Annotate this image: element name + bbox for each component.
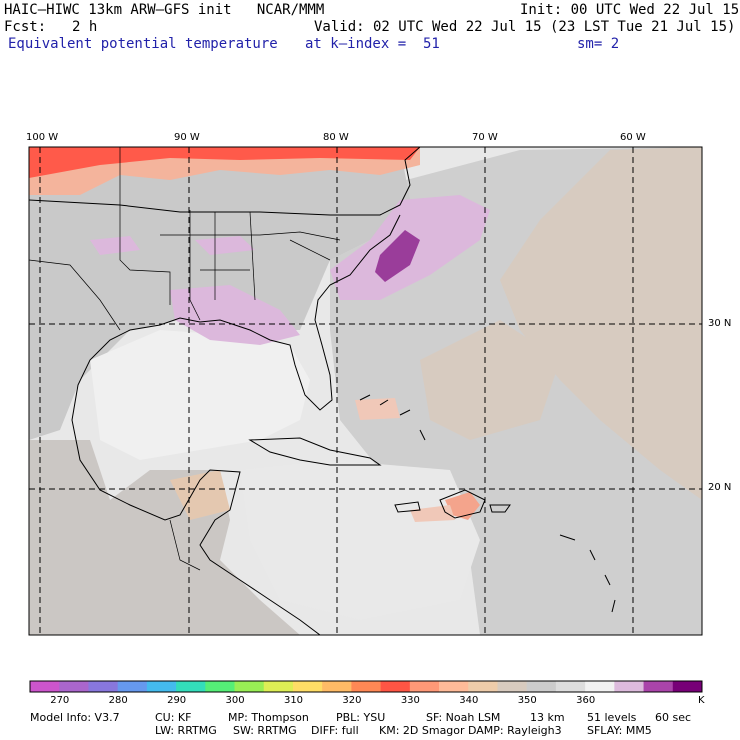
political-borders	[29, 147, 341, 571]
colorbar-swatch	[526, 681, 557, 692]
lon-label: 60 W	[620, 132, 646, 143]
colorbar-swatch	[292, 681, 323, 692]
footer-damp: DAMP: Rayleigh3	[468, 724, 562, 737]
footer-sf: SF: Noah LSM	[426, 711, 501, 724]
colorbar-swatch	[88, 681, 119, 692]
colorbar-swatch	[176, 681, 206, 692]
map-frame	[28, 146, 703, 636]
footer-sw: SW: RRTMG	[233, 724, 297, 737]
graticule	[29, 147, 702, 635]
colorbar-swatch	[146, 681, 177, 692]
footer-mp: MP: Thompson	[228, 711, 309, 724]
coastlines	[29, 147, 616, 635]
theta-e-field	[29, 147, 702, 635]
model-title: HAIC–HIWC 13km ARW–GFS init NCAR/MMM	[4, 2, 325, 18]
colorbar-tick-label: 320	[342, 695, 362, 706]
footer-model-info: Model Info: V3.7	[30, 711, 120, 724]
vertical-level: at k–index = 51	[305, 36, 440, 52]
field-name: Equivalent potential temperature	[8, 36, 278, 52]
footer-levels: 51 levels	[587, 711, 637, 724]
colorbar-swatch	[672, 681, 703, 692]
colorbar-swatch	[59, 681, 89, 692]
lon-label: 70 W	[472, 132, 498, 143]
footer-diff: DIFF: full	[311, 724, 359, 737]
colorbar-swatch	[322, 681, 352, 692]
colorbar-swatch	[614, 681, 645, 692]
colorbar-swatch	[468, 681, 498, 692]
footer-timestep: 60 sec	[655, 711, 692, 724]
colorbar-swatch	[263, 681, 294, 692]
lon-label: 90 W	[174, 132, 200, 143]
valid-time: Valid: 02 UTC Wed 22 Jul 15 (23 LST Tue …	[314, 19, 736, 35]
colorbar-tick-label: 330	[400, 695, 420, 706]
smoothing: sm= 2	[577, 36, 620, 52]
colorbar-swatch	[643, 681, 674, 692]
colorbar-swatch	[585, 681, 615, 692]
colorbar-tick-label: 310	[283, 695, 304, 706]
colorbar-tick-label: 290	[167, 695, 187, 706]
footer-pbl: PBL: YSU	[336, 711, 386, 724]
colorbar-swatch	[234, 681, 265, 692]
footer-cu: CU: KF	[155, 711, 192, 724]
footer-sflay: SFLAY: MM5	[587, 724, 652, 737]
colorbar-swatch	[30, 681, 60, 692]
lat-label: 30 N	[708, 318, 732, 329]
colorbar-tick-label: 340	[459, 695, 479, 706]
colorbar-swatch	[380, 681, 411, 692]
colorbar-swatch	[409, 681, 440, 692]
footer-km: KM: 2D Smagor	[379, 724, 465, 737]
colorbar-tick-label: 360	[576, 695, 596, 706]
colorbar-swatch	[439, 681, 469, 692]
colorbar-frame	[29, 680, 703, 693]
colorbar-swatch	[497, 681, 528, 692]
forecast-hours: 2 h	[72, 19, 98, 35]
footer-resolution: 13 km	[530, 711, 565, 724]
colorbar-swatch	[117, 681, 148, 692]
lat-label: 20 N	[708, 482, 732, 493]
colorbar-unit: K	[698, 695, 705, 706]
lon-label: 80 W	[323, 132, 349, 143]
colorbar-tick-label: 270	[50, 695, 70, 706]
init-time: Init: 00 UTC Wed 22 Jul 15	[520, 2, 740, 18]
colorbar-tick-label: 280	[108, 695, 128, 706]
forecast-label: Fcst:	[4, 19, 47, 35]
colorbar-swatch	[555, 681, 586, 692]
colorbar-swatch	[351, 681, 382, 692]
colorbar-tick-label: 300	[225, 695, 245, 706]
colorbar	[29, 680, 703, 693]
footer-lw: LW: RRTMG	[155, 724, 217, 737]
colorbar-swatch	[205, 681, 236, 692]
lon-label: 100 W	[26, 132, 59, 143]
colorbar-tick-label: 350	[517, 695, 537, 706]
